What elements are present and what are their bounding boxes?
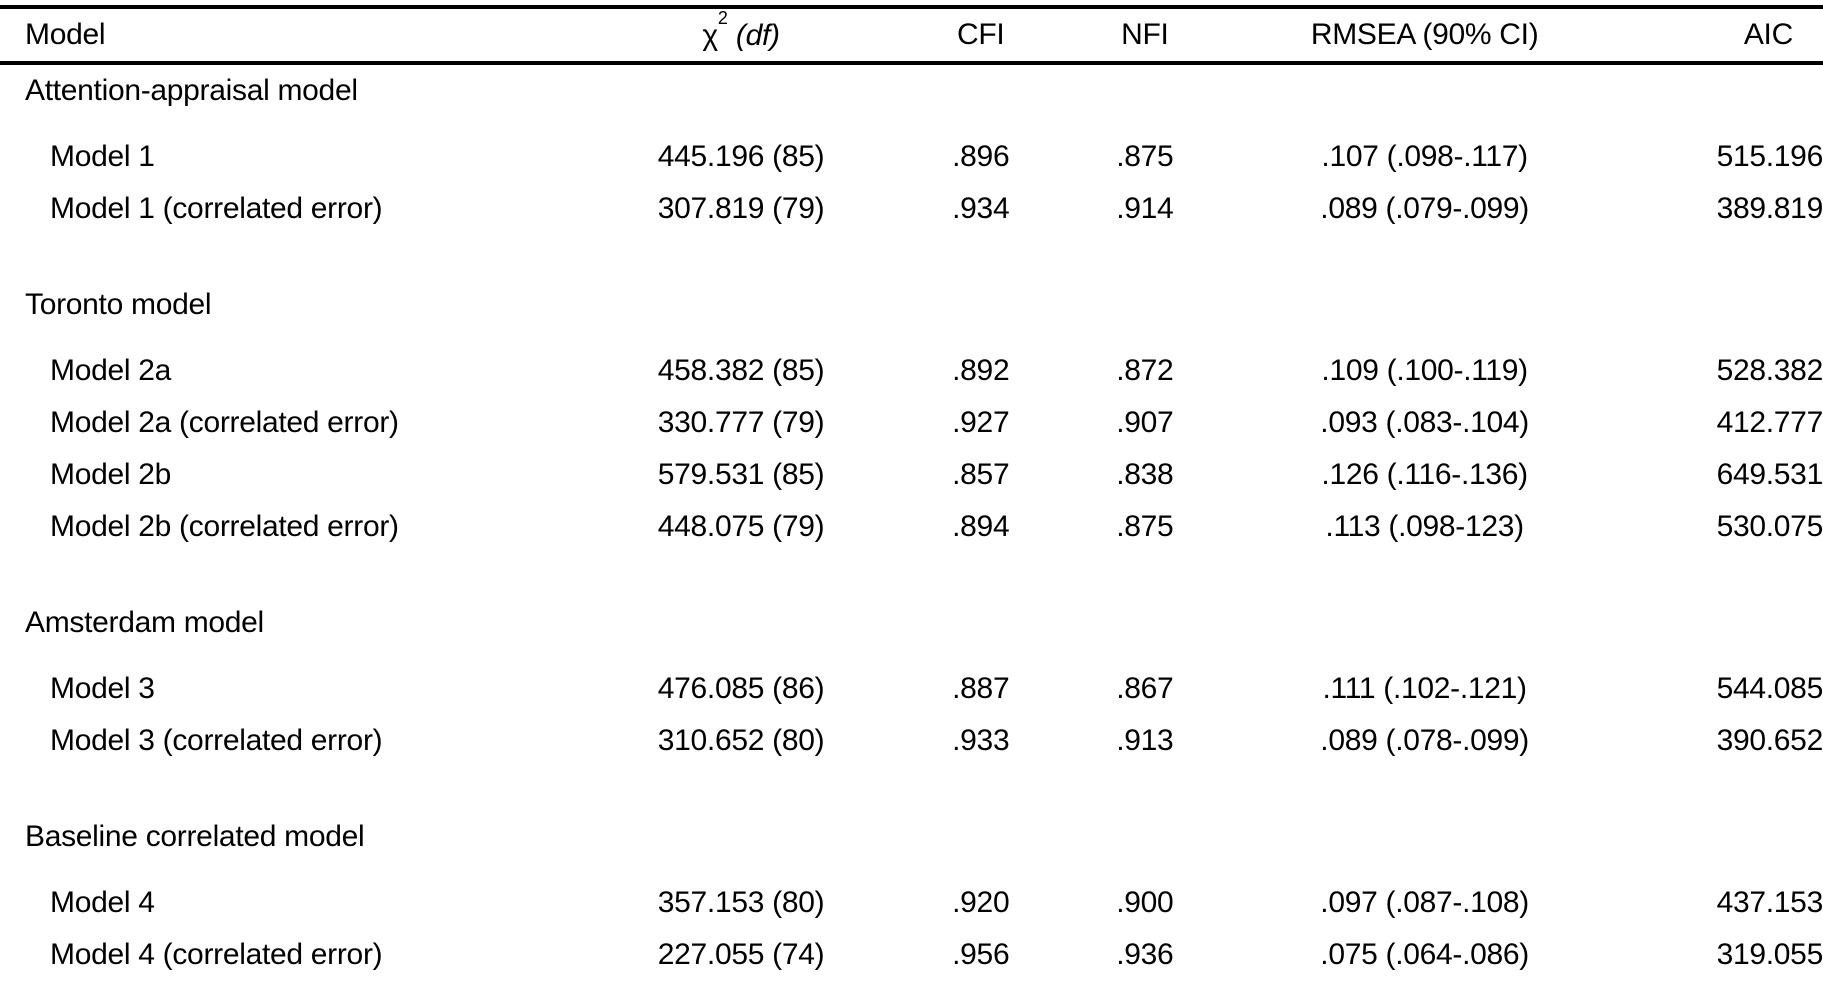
cell-chi2-df: 330.777 (79) <box>657 406 825 439</box>
section-header-row: Attention-appraisal model <box>0 65 1823 117</box>
cell-nfi: .875 <box>1116 140 1174 173</box>
cell-model-name: Model 2b (correlated error) <box>50 510 399 543</box>
cell-chi2-df: 579.531 (85) <box>657 458 825 491</box>
cell-cfi: .892 <box>952 354 1010 387</box>
section-header-row: Toronto model <box>0 279 1823 331</box>
cell-cfi: .887 <box>952 672 1010 705</box>
cell-rmsea: .113 (.098-123) <box>1325 510 1524 543</box>
table-row: Model 4 357.153 (80) .920 .900 .097 (.08… <box>0 877 1823 929</box>
table-row: Model 2b 579.531 (85) .857 .838 .126 (.1… <box>0 449 1823 501</box>
table-row: Model 2a (correlated error) 330.777 (79)… <box>0 397 1823 449</box>
cell-chi2-df: 310.652 (80) <box>657 724 825 757</box>
cell-cfi: .896 <box>952 140 1010 173</box>
cell-chi2-df: 476.085 (86) <box>657 672 825 705</box>
cell-model-name: Model 3 <box>50 672 155 705</box>
cell-cfi: .927 <box>952 406 1010 439</box>
cell-rmsea: .126 (.116-.136) <box>1321 458 1528 491</box>
cell-rmsea: .089 (.079-.099) <box>1320 192 1529 225</box>
section-title: Attention-appraisal model <box>25 74 358 107</box>
cell-nfi: .913 <box>1116 724 1174 757</box>
cell-nfi: .872 <box>1116 354 1174 387</box>
cell-aic: 515.196 <box>1716 140 1823 173</box>
cell-aic: 319.055 <box>1716 938 1823 971</box>
cell-aic: 649.531 <box>1716 458 1823 491</box>
cell-aic: 437.153 <box>1716 886 1823 919</box>
cell-chi2-df: 227.055 (74) <box>657 938 825 971</box>
cell-nfi: .936 <box>1116 938 1174 971</box>
cell-cfi: .857 <box>952 458 1010 491</box>
cell-aic: 389.819 <box>1716 192 1823 225</box>
column-header-chi2-df: χ2 (df) <box>556 8 926 53</box>
cell-aic: 544.085 <box>1716 672 1823 705</box>
table-row: Model 1 445.196 (85) .896 .875 .107 (.09… <box>0 131 1823 183</box>
table-section: Toronto model Model 2a 458.382 (85) .892… <box>0 279 1823 553</box>
chi-superscript: 2 <box>717 7 728 28</box>
column-header-nfi: NFI <box>1121 18 1169 51</box>
cell-model-name: Model 4 <box>50 886 155 919</box>
table-section: Baseline correlated model Model 4 357.15… <box>0 811 1823 981</box>
column-header-model: Model <box>25 18 106 51</box>
cell-aic: 412.777 <box>1716 406 1823 439</box>
cell-nfi: .907 <box>1116 406 1174 439</box>
cell-cfi: .956 <box>952 938 1010 971</box>
cell-rmsea: .109 (.100-.119) <box>1321 354 1528 387</box>
cell-model-name: Model 1 (correlated error) <box>50 192 383 225</box>
table-row: Model 2b (correlated error) 448.075 (79)… <box>0 501 1823 553</box>
column-header-rmsea: RMSEA (90% CI) <box>1310 18 1539 51</box>
section-rows: Model 1 445.196 (85) .896 .875 .107 (.09… <box>0 131 1823 235</box>
df-label: (df) <box>735 18 780 52</box>
cell-rmsea: .107 (.098-.117) <box>1321 140 1528 173</box>
cell-model-name: Model 2a (correlated error) <box>50 406 399 439</box>
cell-chi2-df: 458.382 (85) <box>657 354 825 387</box>
cell-chi2-df: 357.153 (80) <box>657 886 825 919</box>
table-section: Amsterdam model Model 3 476.085 (86) .88… <box>0 597 1823 767</box>
cell-chi2-df: 445.196 (85) <box>657 140 825 173</box>
cell-cfi: .894 <box>952 510 1010 543</box>
table-row: Model 3 476.085 (86) .887 .867 .111 (.10… <box>0 663 1823 715</box>
cell-cfi: .933 <box>952 724 1010 757</box>
cell-chi2-df: 307.819 (79) <box>657 192 825 225</box>
cell-nfi: .867 <box>1116 672 1174 705</box>
section-header-row: Baseline correlated model <box>0 811 1823 863</box>
cell-rmsea: .089 (.078-.099) <box>1320 724 1529 757</box>
column-header-cfi: CFI <box>957 18 1005 51</box>
cell-rmsea: .093 (.083-.104) <box>1320 406 1529 439</box>
section-title: Amsterdam model <box>25 606 264 639</box>
cell-cfi: .934 <box>952 192 1010 225</box>
cell-rmsea: .075 (.064-.086) <box>1320 938 1529 971</box>
section-rows: Model 3 476.085 (86) .887 .867 .111 (.10… <box>0 663 1823 767</box>
section-rows: Model 4 357.153 (80) .920 .900 .097 (.08… <box>0 877 1823 981</box>
cell-model-name: Model 3 (correlated error) <box>50 724 383 757</box>
column-header-aic: AIC <box>1743 18 1793 51</box>
cell-model-name: Model 4 (correlated error) <box>50 938 383 971</box>
cell-nfi: .900 <box>1116 886 1174 919</box>
section-title: Toronto model <box>25 288 212 321</box>
section-title: Baseline correlated model <box>25 820 365 853</box>
cell-aic: 390.652 <box>1716 724 1823 757</box>
cell-aic: 528.382 <box>1716 354 1823 387</box>
cell-rmsea: .111 (.102-.121) <box>1322 672 1528 705</box>
cell-rmsea: .097 (.087-.108) <box>1320 886 1529 919</box>
cell-model-name: Model 2b <box>50 458 172 491</box>
section-header-row: Amsterdam model <box>0 597 1823 649</box>
cell-nfi: .875 <box>1116 510 1174 543</box>
table-row: Model 3 (correlated error) 310.652 (80) … <box>0 715 1823 767</box>
cell-aic: 530.075 <box>1716 510 1823 543</box>
cell-nfi: .914 <box>1116 192 1174 225</box>
cell-model-name: Model 1 <box>50 140 155 173</box>
table-row: Model 2a 458.382 (85) .892 .872 .109 (.1… <box>0 345 1823 397</box>
table-body: Attention-appraisal model Model 1 445.19… <box>0 65 1823 981</box>
table-row: Model 4 (correlated error) 227.055 (74) … <box>0 929 1823 981</box>
table-header-row: Model χ2 (df) CFI NFI RMSEA (90% CI) AIC <box>0 5 1823 65</box>
chi-symbol: χ <box>702 18 718 52</box>
table-section: Attention-appraisal model Model 1 445.19… <box>0 65 1823 235</box>
table-row: Model 1 (correlated error) 307.819 (79) … <box>0 183 1823 235</box>
cell-cfi: .920 <box>952 886 1010 919</box>
cell-nfi: .838 <box>1116 458 1174 491</box>
cell-model-name: Model 2a <box>50 354 172 387</box>
section-rows: Model 2a 458.382 (85) .892 .872 .109 (.1… <box>0 345 1823 553</box>
cell-chi2-df: 448.075 (79) <box>657 510 825 543</box>
